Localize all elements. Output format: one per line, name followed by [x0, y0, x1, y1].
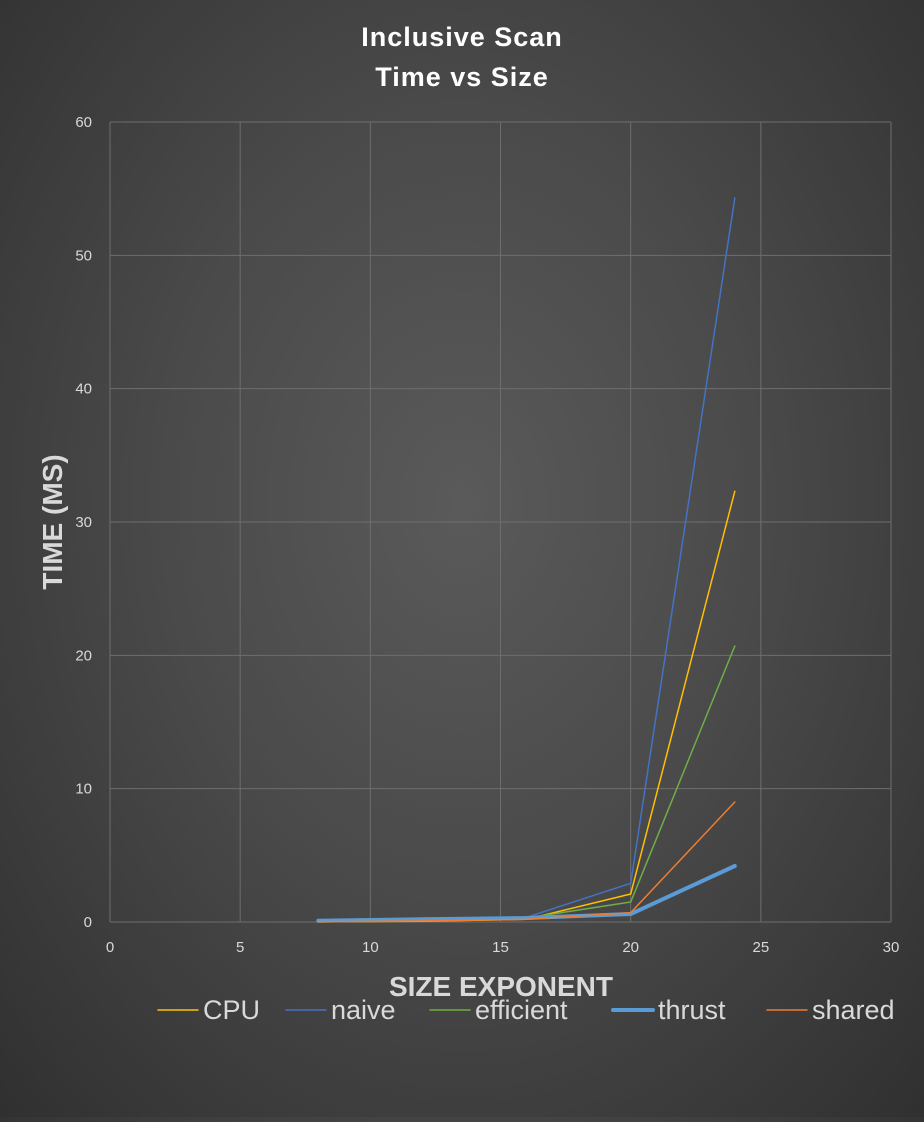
legend-item-cpu: CPU: [157, 995, 260, 1025]
y-tick-label: 50: [75, 247, 92, 264]
y-tick-label: 20: [75, 647, 92, 664]
x-tick-label: 25: [752, 939, 769, 956]
x-axis-ticks: 0 5 10 15 20 25 30: [106, 939, 900, 956]
x-tick-label: 10: [362, 939, 379, 956]
x-tick-label: 15: [492, 939, 509, 956]
y-tick-label: 30: [75, 514, 92, 531]
chart-title: Inclusive Scan Time vs Size: [361, 22, 563, 92]
series-line-naive: [317, 197, 736, 923]
gridlines: [109, 121, 892, 923]
series-line-cpu: [317, 490, 736, 923]
y-tick-label: 0: [84, 914, 92, 931]
legend-item-shared: shared: [766, 995, 895, 1025]
x-tick-label: 30: [883, 939, 900, 956]
x-axis-title: SIZE EXPONENT: [389, 971, 613, 1002]
legend-label: CPU: [203, 995, 260, 1025]
series-line-thrust: [316, 864, 737, 923]
x-tick-label: 0: [106, 939, 114, 956]
series-line-efficient: [317, 645, 736, 923]
legend-label: naive: [331, 995, 396, 1025]
chart-title-line-2: Time vs Size: [375, 62, 549, 92]
legend-label: thrust: [658, 995, 726, 1025]
chart-title-line-1: Inclusive Scan: [361, 22, 563, 52]
legend-label: shared: [812, 995, 895, 1025]
y-tick-label: 10: [75, 781, 92, 798]
x-tick-label: 5: [236, 939, 244, 956]
legend-item-thrust: thrust: [611, 995, 726, 1025]
series-lines: [316, 197, 737, 923]
y-tick-label: 60: [75, 114, 92, 131]
legend: CPU naive efficient thrust shared: [157, 995, 895, 1025]
legend-label: efficient: [475, 995, 568, 1025]
legend-item-efficient: efficient: [429, 995, 568, 1025]
y-tick-label: 40: [75, 381, 92, 398]
y-axis-title: TIME (MS): [37, 454, 68, 589]
y-axis-ticks: 0 10 20 30 40 50 60: [75, 114, 92, 931]
legend-item-naive: naive: [285, 995, 396, 1025]
series-line-shared: [317, 801, 736, 923]
x-tick-label: 20: [622, 939, 639, 956]
